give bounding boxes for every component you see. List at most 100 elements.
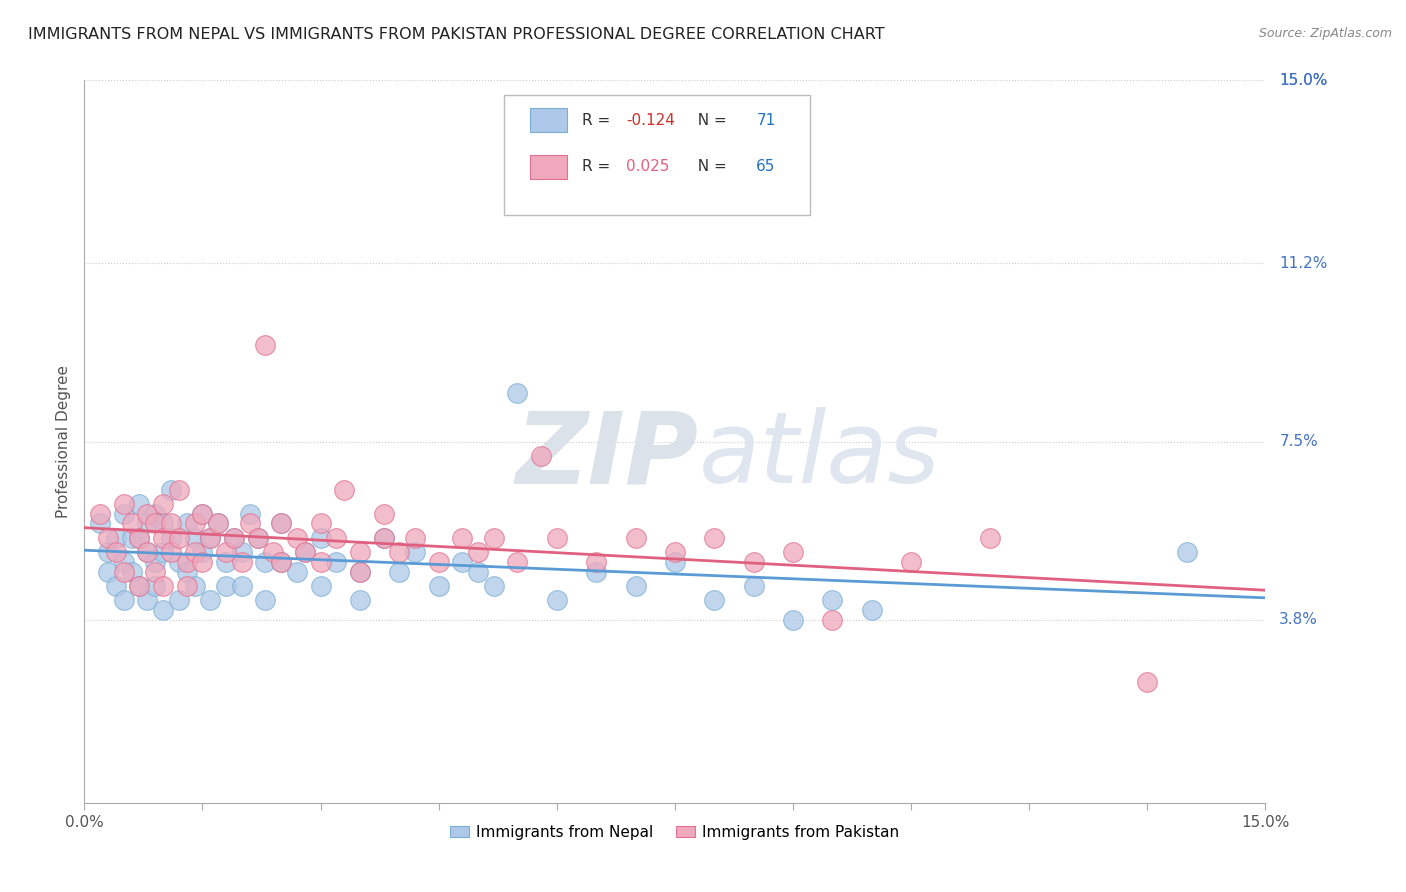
Point xyxy=(200,531,222,545)
Point xyxy=(239,507,262,521)
Text: 15.0%: 15.0% xyxy=(1279,73,1327,87)
Point xyxy=(89,516,111,531)
Point xyxy=(183,531,205,545)
Text: N =: N = xyxy=(688,112,731,128)
Point xyxy=(143,507,166,521)
Point xyxy=(1175,545,1198,559)
Point xyxy=(191,507,214,521)
Point xyxy=(200,531,222,545)
Point xyxy=(112,497,135,511)
Text: R =: R = xyxy=(582,160,614,175)
Point xyxy=(160,516,183,531)
Point xyxy=(104,531,127,545)
Point xyxy=(191,545,214,559)
Point xyxy=(97,565,120,579)
Point xyxy=(97,531,120,545)
Text: 7.5%: 7.5% xyxy=(1279,434,1317,449)
Point xyxy=(742,579,765,593)
Point xyxy=(160,545,183,559)
Point xyxy=(373,507,395,521)
Y-axis label: Professional Degree: Professional Degree xyxy=(56,365,72,518)
Point xyxy=(176,565,198,579)
Point xyxy=(585,565,607,579)
Point xyxy=(285,531,308,545)
Point xyxy=(664,555,686,569)
Point xyxy=(782,545,804,559)
Point xyxy=(191,555,214,569)
Point xyxy=(254,593,277,607)
Point xyxy=(136,516,159,531)
Point xyxy=(900,555,922,569)
Point xyxy=(254,338,277,352)
Point xyxy=(136,593,159,607)
Point xyxy=(451,555,474,569)
Point xyxy=(128,497,150,511)
FancyBboxPatch shape xyxy=(530,155,568,178)
Legend: Immigrants from Nepal, Immigrants from Pakistan: Immigrants from Nepal, Immigrants from P… xyxy=(444,819,905,846)
Text: IMMIGRANTS FROM NEPAL VS IMMIGRANTS FROM PAKISTAN PROFESSIONAL DEGREE CORRELATIO: IMMIGRANTS FROM NEPAL VS IMMIGRANTS FROM… xyxy=(28,27,884,42)
Point xyxy=(239,516,262,531)
Point xyxy=(546,593,568,607)
Point xyxy=(270,555,292,569)
Point xyxy=(325,531,347,545)
Point xyxy=(1136,675,1159,690)
Point xyxy=(270,516,292,531)
Point xyxy=(176,516,198,531)
Point xyxy=(222,531,245,545)
Point xyxy=(152,531,174,545)
Point xyxy=(294,545,316,559)
Point xyxy=(388,545,411,559)
Point xyxy=(309,579,332,593)
Point xyxy=(373,531,395,545)
Point xyxy=(285,565,308,579)
Point xyxy=(664,545,686,559)
Point xyxy=(215,579,238,593)
Point xyxy=(703,531,725,545)
Point xyxy=(112,507,135,521)
Point xyxy=(624,579,647,593)
Point xyxy=(152,545,174,559)
Point xyxy=(200,593,222,607)
Point xyxy=(104,579,127,593)
Point xyxy=(183,545,205,559)
Point xyxy=(231,555,253,569)
Point xyxy=(703,593,725,607)
Text: N =: N = xyxy=(688,160,731,175)
Point xyxy=(262,545,284,559)
Point xyxy=(506,386,529,401)
Point xyxy=(451,531,474,545)
Point xyxy=(349,593,371,607)
Point xyxy=(246,531,269,545)
Point xyxy=(215,545,238,559)
Point xyxy=(427,555,450,569)
Point xyxy=(546,531,568,545)
Text: R =: R = xyxy=(582,112,614,128)
FancyBboxPatch shape xyxy=(503,95,810,215)
Point xyxy=(388,565,411,579)
Text: 11.2%: 11.2% xyxy=(1279,256,1327,271)
Point xyxy=(136,507,159,521)
Text: 0.025: 0.025 xyxy=(627,160,669,175)
FancyBboxPatch shape xyxy=(530,109,568,132)
Point xyxy=(112,593,135,607)
Point xyxy=(89,507,111,521)
Point xyxy=(482,579,505,593)
Point xyxy=(207,516,229,531)
Point xyxy=(222,531,245,545)
Text: 15.0%: 15.0% xyxy=(1279,73,1327,87)
Point xyxy=(404,531,426,545)
Point xyxy=(176,555,198,569)
Point xyxy=(191,507,214,521)
Point xyxy=(152,579,174,593)
Point xyxy=(349,545,371,559)
Point xyxy=(112,555,135,569)
Point xyxy=(349,565,371,579)
Point xyxy=(482,531,505,545)
Point xyxy=(128,531,150,545)
Point xyxy=(176,579,198,593)
Point xyxy=(160,531,183,545)
Point xyxy=(333,483,356,497)
Point xyxy=(467,565,489,579)
Point xyxy=(128,531,150,545)
Point xyxy=(979,531,1001,545)
